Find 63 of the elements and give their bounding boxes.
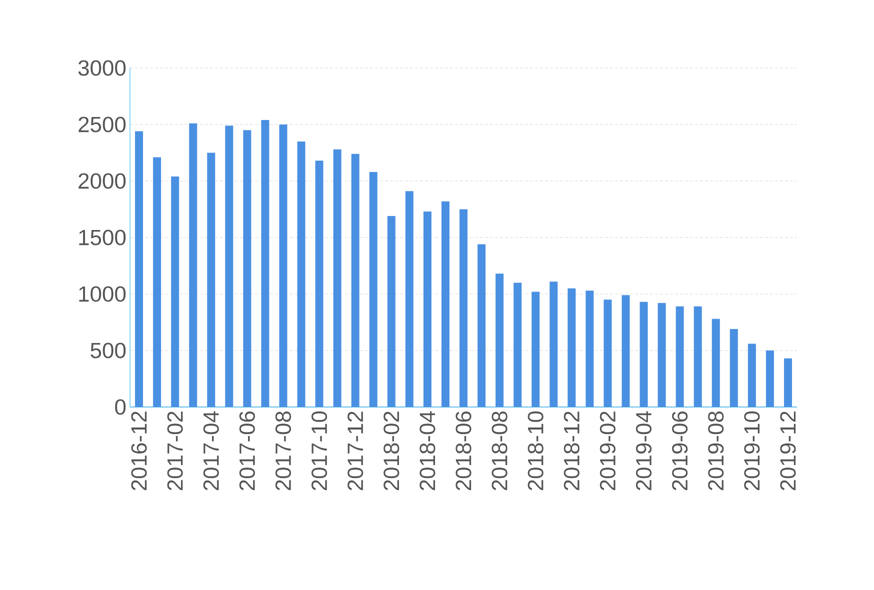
bar [676, 306, 684, 407]
bar [568, 288, 576, 407]
bar [135, 131, 144, 407]
bar [622, 295, 630, 407]
x-tick-label: 2017-12 [348, 412, 364, 490]
bar [351, 154, 360, 407]
bar [333, 149, 342, 407]
bar [279, 124, 288, 407]
bar [171, 176, 180, 407]
x-tick-label: 2017-02 [167, 412, 183, 490]
bar [766, 350, 774, 407]
x-tick-label: 2018-12 [564, 412, 580, 490]
x-tick-label: 2018-08 [492, 412, 508, 490]
y-tick-label: 1500 [79, 230, 126, 246]
bar [243, 130, 252, 407]
bar [496, 274, 504, 407]
bar [315, 160, 324, 407]
y-tick-label: 1000 [79, 286, 126, 302]
bar [730, 329, 738, 407]
x-tick-label: 2019-06 [672, 412, 688, 490]
bar [405, 191, 414, 407]
bar [514, 282, 522, 407]
y-tick-label: 0 [115, 399, 126, 415]
x-tick-label: 2017-04 [203, 411, 219, 490]
x-tick-label: 2018-04 [420, 411, 436, 490]
bar [297, 141, 306, 407]
x-tick-label: 2017-06 [239, 412, 255, 490]
bar [640, 302, 648, 407]
bar [604, 300, 612, 407]
x-tick-label: 2018-06 [456, 412, 472, 490]
bar [586, 290, 594, 407]
bar [460, 209, 468, 407]
bar [153, 157, 162, 407]
y-tick-label: 2000 [78, 173, 126, 189]
y-tick-label: 3000 [78, 60, 126, 76]
x-tick-label: 2019-08 [708, 412, 724, 490]
x-tick-label: 2019-02 [600, 412, 616, 490]
x-tick-label: 2018-02 [384, 412, 400, 490]
x-tick-label: 2019-04 [636, 411, 652, 490]
bar [658, 303, 666, 407]
x-tick-label: 2017-08 [275, 412, 292, 490]
x-tick-label: 2019-12 [780, 412, 796, 490]
bar [748, 344, 756, 407]
bar [478, 244, 486, 407]
x-tick-label: 2016-12 [131, 412, 147, 490]
bar [207, 152, 216, 407]
bar [712, 318, 720, 407]
bar [423, 212, 432, 407]
bar [784, 358, 792, 407]
x-tick-label: 2018-10 [528, 411, 544, 490]
bar [369, 172, 378, 407]
bar [189, 123, 198, 407]
bar [694, 306, 702, 407]
x-tick-label: 2017-10 [311, 411, 328, 490]
bar [261, 120, 270, 407]
bar [441, 201, 450, 407]
bar [550, 282, 558, 407]
bar [532, 292, 540, 407]
y-tick-label: 2500 [78, 116, 126, 132]
x-tick-label: 2019-10 [744, 411, 760, 490]
y-tick-label: 500 [90, 342, 126, 358]
bar [387, 216, 396, 407]
bar [225, 126, 234, 407]
